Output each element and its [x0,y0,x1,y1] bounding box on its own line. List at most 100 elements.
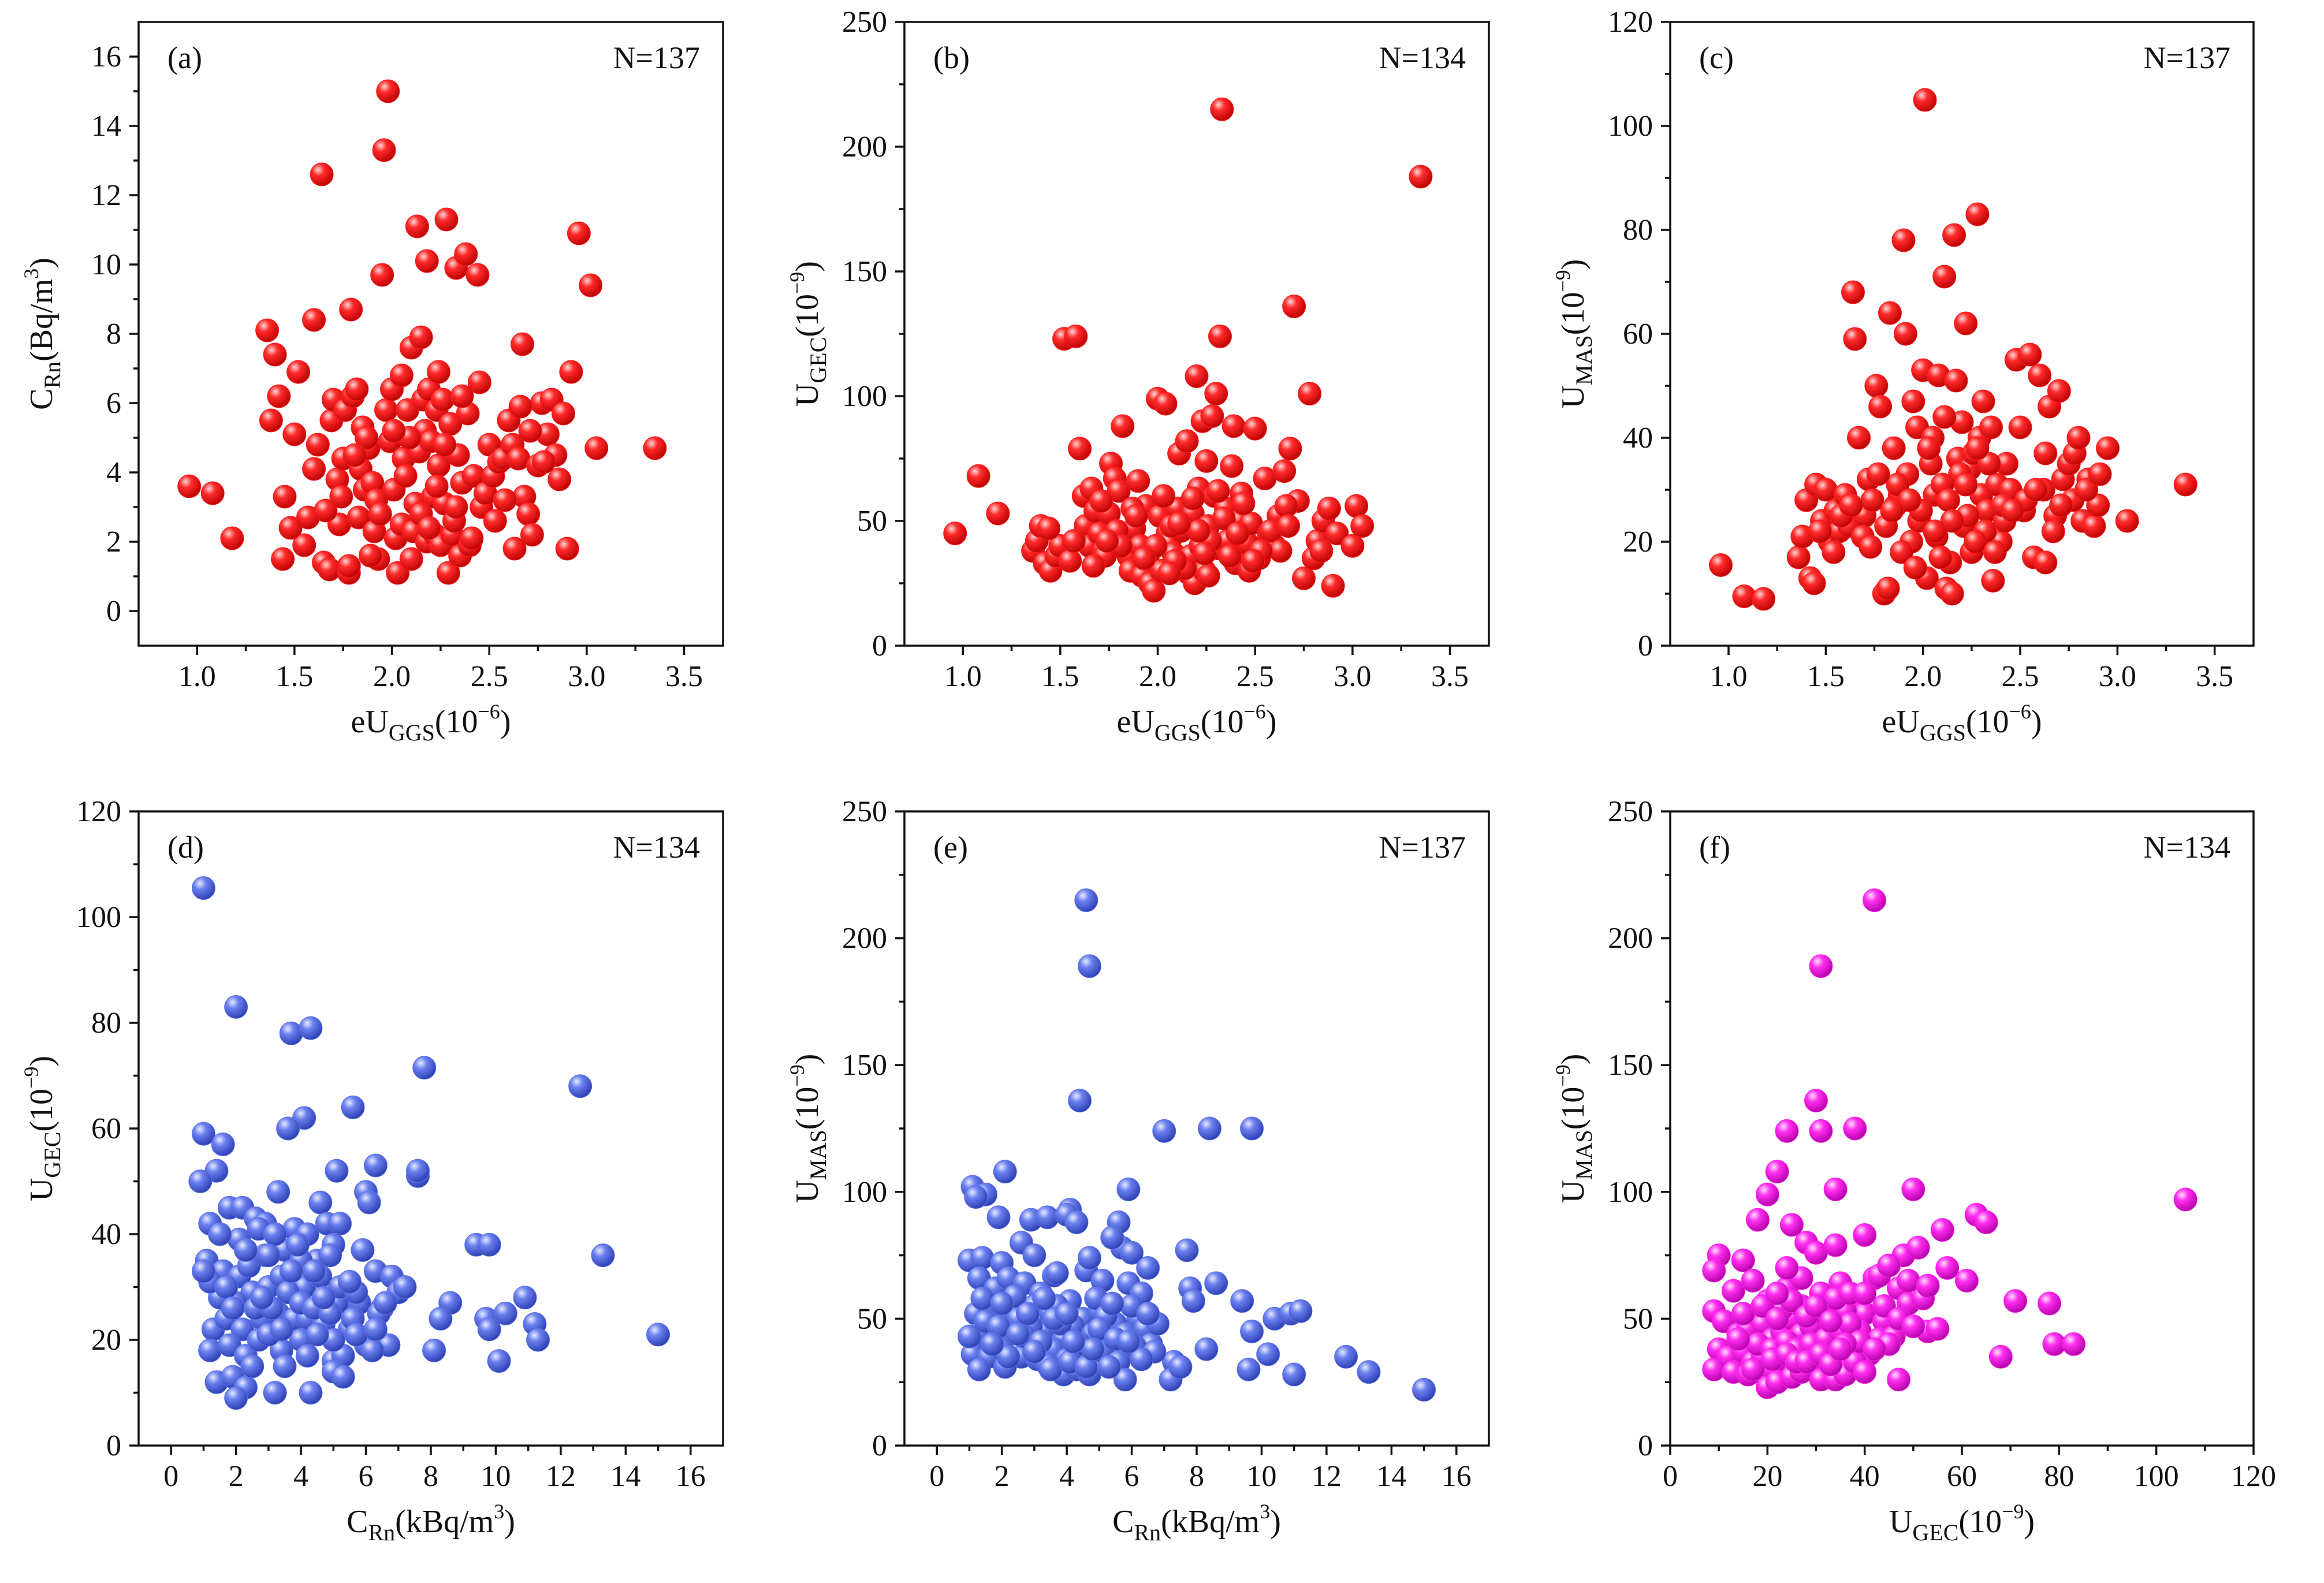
scatter-point [1903,556,1927,580]
scatter-point [399,547,423,571]
y-tick-label: 0 [106,595,121,628]
scatter-point [1282,1362,1306,1387]
scatter-point [2041,519,2065,543]
scatter-point [1237,1357,1261,1381]
scatter-point [331,1365,355,1389]
y-axis-label: UMAS(10−9) [785,1054,831,1204]
scatter-point [422,1338,446,1362]
y-axis-label-part: ) [1555,1054,1591,1065]
scatter-point [483,509,507,533]
y-tick-label: 250 [842,6,887,39]
sample-count-label: N=137 [2144,40,2230,75]
scatter-point [374,398,398,422]
scatter-point [1878,301,1902,325]
scatter-point [454,242,478,266]
scatter-point [208,1222,232,1246]
scatter-point [1181,1289,1205,1313]
y-tick-label: 100 [842,1176,887,1209]
scatter-point [477,1232,501,1257]
scatter-point [966,464,990,488]
scatter-point [1926,1317,1950,1341]
scatter-point [1208,324,1232,348]
scatter-point [434,207,459,232]
scatter-point [220,526,244,550]
y-axis-label-part: (10 [789,294,825,337]
scatter-point [450,384,474,408]
scatter-point [429,1306,453,1331]
scatter-point [273,1354,297,1379]
scatter-point [1032,1286,1056,1310]
scatter-point [1923,519,1947,543]
scatter-point [2173,472,2198,497]
scatter-point [382,419,406,443]
scatter-point [1808,519,1832,543]
scatter-point [460,526,484,550]
x-axis-label-part: (kBq/m [395,1504,494,1540]
x-tick-label: 2.5 [471,660,508,693]
scatter-point [302,308,326,332]
scatter-point [345,377,369,401]
y-tick-label: 6 [106,387,121,420]
scatter-point [2024,478,2048,502]
scatter-point [1350,514,1375,538]
y-tick-label: 120 [1608,6,1653,39]
y-tick-label: 150 [842,1049,887,1082]
scatter-point [1752,587,1776,611]
x-axis-label-part: GGS [1154,720,1201,746]
scatter-point [188,1169,213,1193]
y-tick-label: 16 [91,40,121,73]
scatter-point [1940,582,1964,606]
x-tick-label: 4 [293,1460,308,1493]
y-tick-label: 10 [91,248,121,281]
scatter-point [1217,543,1242,568]
scatter-point [1126,469,1150,493]
scatter-point [1226,522,1250,546]
scatter-point [299,1381,323,1405]
x-tick-label: 40 [1850,1460,1880,1493]
scatter-point [224,995,248,1019]
scatter-point [986,501,1010,526]
scatter-point [351,1238,375,1262]
scatter-point [357,1190,381,1215]
scatter-point [1412,1377,1436,1402]
data-points [177,79,667,585]
y-axis-label-part: U [789,383,825,407]
y-axis-label-part: C [24,389,59,410]
scatter-point [1210,97,1234,121]
scatter-point [417,516,441,540]
scatter-point [1278,437,1302,461]
scatter-point [1775,1119,1799,1143]
y-tick-label: 80 [1623,214,1653,247]
x-tick-label: 3.0 [2099,660,2136,693]
scatter-point [493,488,517,512]
scatter-point [1828,1337,1853,1361]
scatter-point [214,1275,239,1299]
x-axis-label-part: ) [504,1504,515,1540]
scatter-point [1116,1177,1141,1201]
x-axis-label-part: (10 [1966,704,2009,740]
x-tick-label: 16 [1442,1460,1472,1493]
scatter-point [1809,954,1833,978]
scatter-point [1288,1299,1313,1323]
scatter-point [337,554,361,578]
y-axis-label-part: MAS [1571,1130,1597,1180]
scatter-point [430,388,455,412]
scatter-point [1823,1177,1848,1201]
y-tick-label: 60 [91,1112,121,1145]
x-axis-label-part: U [1889,1504,1912,1540]
scatter-point [1241,549,1265,573]
scatter-point [240,1354,265,1379]
scatter-point [532,450,556,474]
scatter-point [1196,564,1220,588]
scatter-point [1194,1337,1219,1361]
scatter-point [278,516,303,540]
scatter-point [415,249,439,273]
y-tick-label: 14 [91,110,121,143]
scatter-point [328,1212,352,1236]
x-tick-label: 2.5 [1237,660,1274,693]
scatter-point [579,273,603,297]
x-axis-label-part: GGS [1920,720,1966,746]
x-tick-label: 0 [1663,1460,1678,1493]
scatter-point [548,467,572,491]
